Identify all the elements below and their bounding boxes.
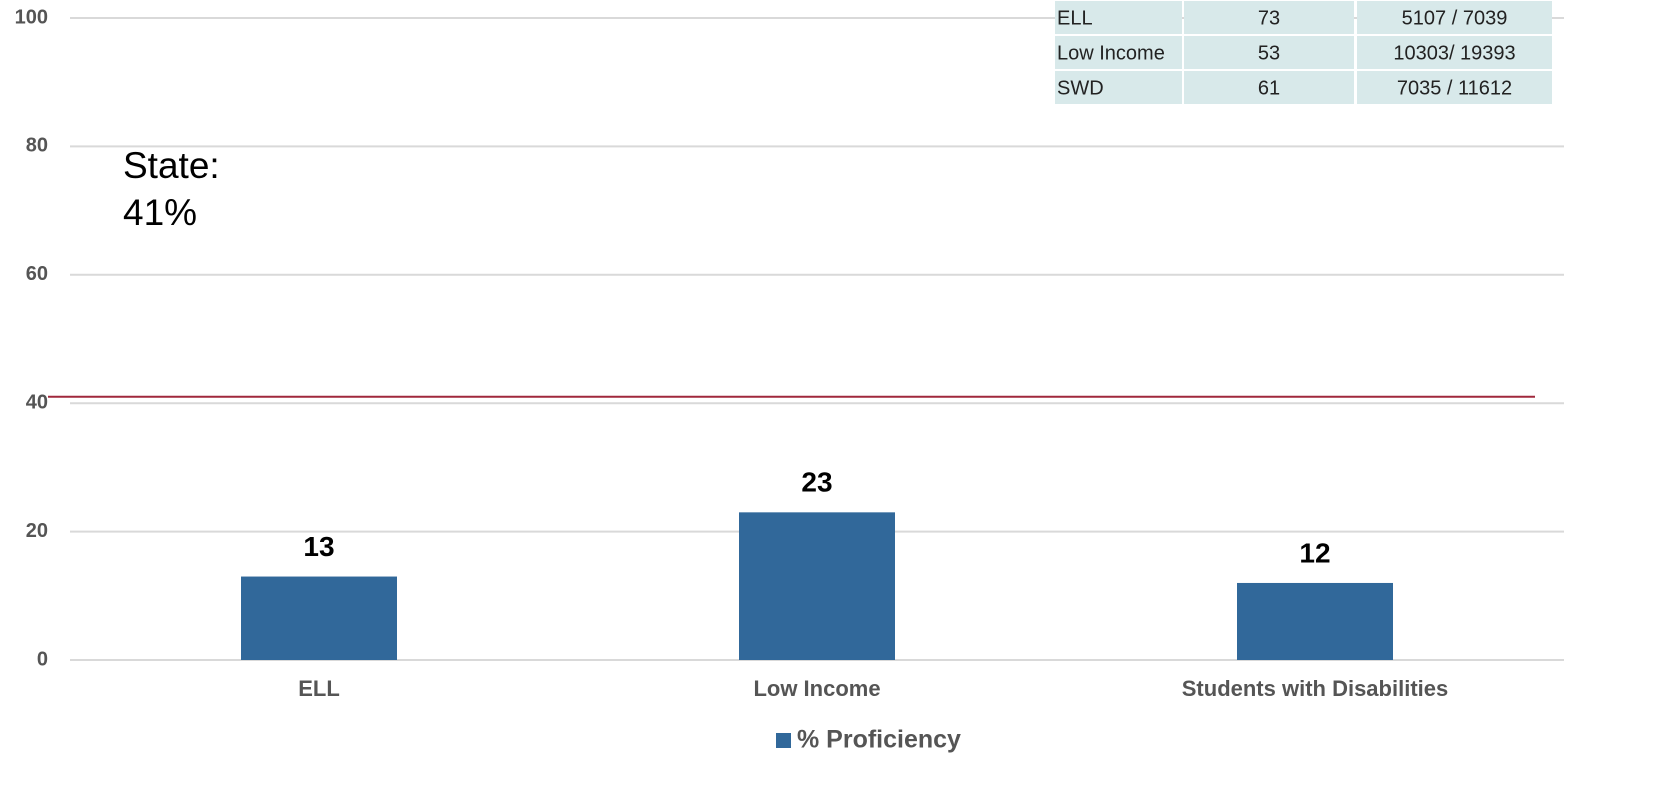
table-text: 7035 / 11612 [1397,77,1512,99]
table-cell [1055,1,1182,34]
y-tick-label: 20 [26,520,48,542]
y-tick-label: 100 [15,6,48,28]
table-cell [1184,1,1354,34]
legend-label: % Proficiency [797,726,961,754]
table-cell [1055,36,1182,69]
table-cell [1055,71,1182,104]
annotation: State: [123,145,220,186]
table-text: 10303/ 19393 [1393,42,1515,64]
table-cell [1184,36,1354,69]
x-tick-label: Low Income [753,676,880,701]
reference-label: 41% [123,192,197,233]
table-cell [1357,1,1552,34]
y-tick-label: 0 [37,648,48,670]
plot: 0 20 40 60 80 100 13 23 12 ELL Low Income Students … [15,1,1564,754]
y-tick-label: 60 [26,263,48,285]
table-text: 73 [1258,7,1280,29]
table-cell [1184,71,1354,104]
table-text: ELL [1057,7,1093,29]
legend-swatch [776,733,791,748]
data-label: 23 [801,467,832,498]
bar [1237,582,1393,660]
table-text: 5107 / 7039 [1402,7,1508,29]
bar [241,576,397,660]
table-text: SWD [1057,77,1104,99]
y-tick-label: 40 [26,391,48,413]
data-label: 13 [303,531,334,562]
table-cell [1357,71,1552,104]
bar [739,512,895,660]
table-text: 53 [1258,42,1280,64]
table-cell [1357,36,1552,69]
x-tick-label: ELL [298,676,340,701]
table-text: Low Income [1057,42,1165,64]
data-label: 12 [1299,537,1330,568]
y-tick-label: 80 [26,135,48,157]
x-tick-label: Students with Disabilities [1182,676,1448,701]
table-text: 61 [1258,77,1280,99]
